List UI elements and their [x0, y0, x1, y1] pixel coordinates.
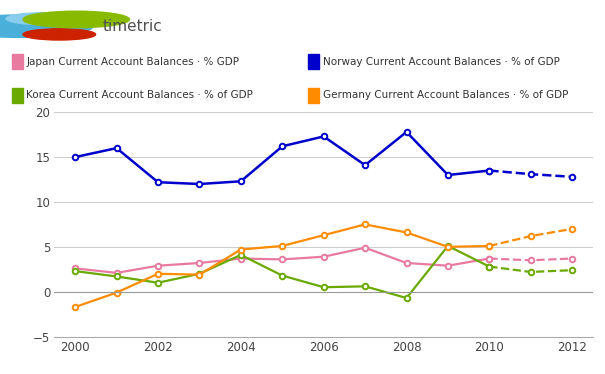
Text: Japan Current Account Balances · % GDP: Japan Current Account Balances · % GDP — [26, 57, 239, 67]
Circle shape — [0, 15, 93, 37]
Bar — [309, 88, 319, 103]
Circle shape — [23, 29, 96, 40]
Text: Germany Current Account Balances · % of GDP: Germany Current Account Balances · % of … — [322, 91, 568, 100]
Bar — [309, 54, 319, 69]
Circle shape — [23, 11, 129, 28]
Circle shape — [6, 13, 83, 25]
Bar — [12, 88, 22, 103]
Text: Norway Current Account Balances · % of GDP: Norway Current Account Balances · % of G… — [322, 57, 560, 67]
Text: Korea Current Account Balances · % of GDP: Korea Current Account Balances · % of GD… — [26, 91, 253, 100]
Text: timetric: timetric — [103, 19, 163, 34]
Bar — [12, 54, 22, 69]
